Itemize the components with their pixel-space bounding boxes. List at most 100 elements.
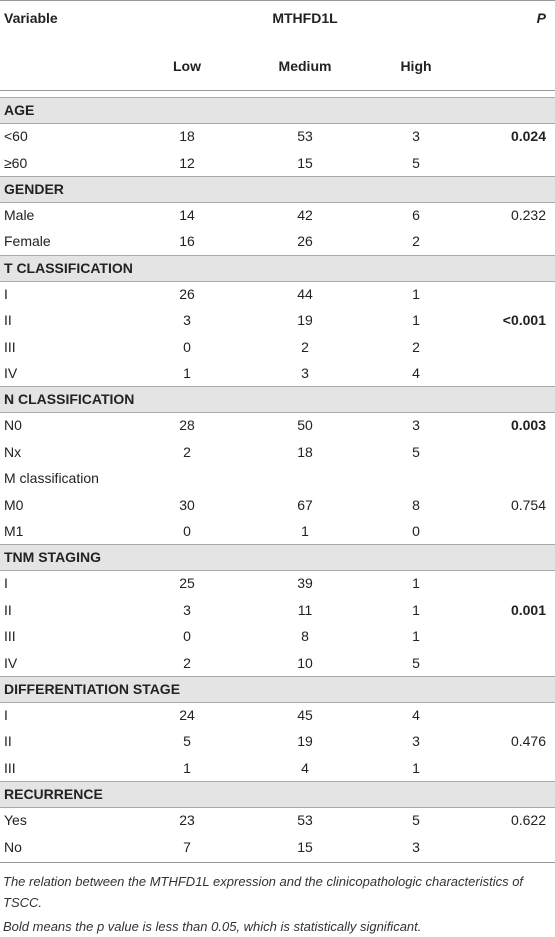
row-label: I: [4, 575, 8, 592]
header-column: Low: [173, 58, 201, 74]
section-title: DIFFERENTIATION STAGE: [4, 680, 181, 697]
row-label: III: [4, 338, 16, 355]
cell-value: 19: [297, 733, 313, 750]
p-value: 0.754: [510, 496, 546, 513]
section-title: RECURRENCE: [4, 786, 103, 802]
cell-value: 16: [179, 233, 195, 250]
cell-value: 53: [297, 128, 313, 145]
section-title: GENDER: [4, 180, 64, 197]
cell-value: 0: [183, 338, 191, 355]
cell-value: 26: [179, 285, 195, 302]
p-value: 0.001: [510, 601, 546, 618]
cell-value: 4: [412, 707, 420, 723]
cell-value: 67: [297, 496, 313, 513]
cell-value: 1: [183, 365, 191, 381]
row-label: III: [4, 759, 16, 776]
section-title: T CLASSIFICATION: [4, 259, 133, 276]
row-label: M0: [4, 496, 24, 513]
cell-value: 28: [179, 417, 195, 434]
cell-value: 14: [179, 207, 195, 223]
cell-value: 6: [412, 207, 420, 223]
section-band: [0, 254, 555, 282]
row-label: N0: [4, 417, 22, 434]
p-value: 0.024: [510, 128, 546, 145]
cell-value: 15: [297, 838, 313, 855]
section-band: [0, 386, 555, 414]
cell-value: 0: [183, 523, 191, 539]
section-band: [0, 675, 555, 703]
cell-value: 8: [301, 628, 309, 645]
cell-value: 3: [183, 601, 191, 618]
section-title: AGE: [4, 102, 35, 118]
cell-value: 7: [183, 838, 191, 855]
cell-value: 25: [179, 575, 195, 592]
cell-value: 2: [183, 443, 191, 460]
row-label: III: [4, 628, 16, 645]
cell-value: 3: [412, 128, 420, 145]
cell-value: 5: [412, 812, 420, 829]
cell-value: 18: [179, 128, 195, 145]
cell-value: 12: [179, 154, 195, 171]
footnote: The relation between the MTHFD1L express…: [3, 873, 524, 910]
rule: [0, 861, 555, 863]
section-band: [0, 175, 555, 203]
cell-value: 2: [412, 233, 420, 250]
row-label: II: [4, 312, 12, 329]
row-label: II: [4, 733, 12, 750]
cell-value: 50: [297, 417, 313, 434]
rule: [0, 90, 555, 91]
cell-value: 1: [412, 285, 420, 302]
section-band: [0, 544, 555, 572]
rule: [0, 0, 555, 1]
cell-value: 4: [412, 365, 420, 381]
cell-value: 4: [301, 759, 309, 776]
cell-value: 1: [412, 312, 420, 329]
p-value: 0.622: [510, 812, 546, 829]
p-value: 0.003: [510, 417, 546, 434]
row-label: <60: [4, 128, 28, 145]
row-label: Nx: [4, 443, 22, 460]
cell-value: 39: [297, 575, 313, 592]
cell-value: 53: [297, 812, 313, 829]
header-group: MTHFD1L: [272, 10, 338, 26]
cell-value: 1: [412, 759, 420, 776]
cell-value: 30: [179, 496, 195, 513]
cell-value: 44: [297, 285, 313, 302]
cell-value: 3: [301, 365, 309, 381]
cell-value: 24: [179, 707, 195, 723]
footnote: Bold means the p value is less than 0.05…: [3, 918, 422, 934]
cell-value: 23: [179, 812, 195, 829]
cell-value: 5: [412, 443, 420, 460]
cell-value: 5: [183, 733, 191, 750]
cell-value: 1: [412, 601, 420, 618]
row-label: IV: [4, 365, 18, 381]
cell-value: 18: [297, 443, 313, 460]
row-label: Yes: [4, 812, 27, 829]
cell-value: 42: [297, 207, 313, 223]
row-label: Male: [4, 207, 35, 223]
cell-value: 1: [183, 759, 191, 776]
cell-value: 3: [412, 838, 420, 855]
cell-value: 1: [412, 575, 420, 592]
row-label: No: [4, 838, 22, 855]
p-value: <0.001: [502, 312, 546, 329]
section-band: [0, 97, 555, 124]
cell-value: 1: [301, 523, 309, 539]
row-label: Female: [4, 233, 51, 250]
row-label: II: [4, 601, 12, 618]
row-label: M1: [4, 523, 24, 539]
row-label: ≥60: [4, 154, 28, 171]
cell-value: 1: [412, 628, 420, 645]
header-column: High: [400, 58, 432, 74]
p-value: 0.476: [510, 733, 546, 750]
cell-value: 19: [297, 312, 313, 329]
row-label: M classification: [4, 470, 99, 487]
cell-value: 2: [412, 338, 420, 355]
cell-value: 10: [297, 654, 313, 671]
section-title: TNM STAGING: [4, 549, 101, 566]
cell-value: 15: [297, 154, 313, 171]
cell-value: 2: [301, 338, 309, 355]
header-variable: Variable: [4, 10, 58, 26]
row-label: IV: [4, 654, 18, 671]
